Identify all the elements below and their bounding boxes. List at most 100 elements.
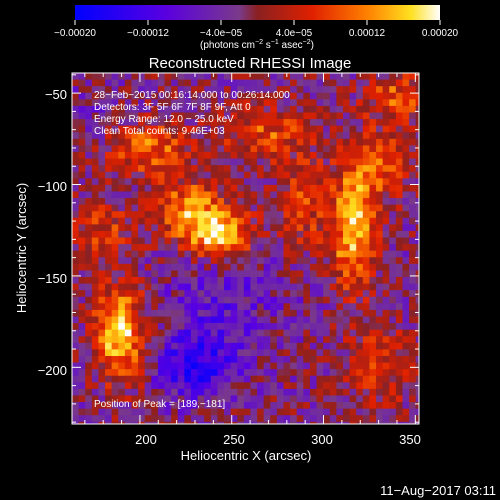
heatmap-cell	[224, 402, 232, 410]
heatmap-cell	[263, 211, 271, 219]
heatmap-cell	[237, 184, 245, 193]
heatmap-cell	[131, 342, 139, 351]
heatmap-cell	[349, 224, 357, 232]
heatmap-cell	[237, 336, 245, 344]
heatmap-cell	[395, 336, 404, 344]
heatmap-cell	[144, 336, 152, 344]
heatmap-cell	[296, 257, 304, 265]
heatmap-cell	[263, 184, 271, 193]
heatmap-cell	[283, 362, 291, 370]
info-line: Clean Total counts: 9.46E+03	[94, 126, 225, 137]
heatmap-cell	[111, 309, 119, 318]
heatmap-cell	[190, 257, 199, 265]
heatmap-cell	[323, 329, 331, 337]
heatmap-cell	[290, 92, 298, 100]
heatmap-cell	[111, 250, 119, 258]
heatmap-cell	[395, 408, 404, 416]
heatmap-cell	[409, 382, 417, 390]
heatmap-cell	[230, 316, 238, 324]
heatmap-cell	[217, 158, 225, 166]
heatmap-cell	[296, 86, 304, 94]
heatmap-cell	[124, 165, 133, 173]
heatmap-cell	[250, 257, 258, 265]
heatmap-cell	[243, 79, 252, 87]
heatmap-cell	[98, 270, 106, 278]
heatmap-cell	[270, 277, 278, 285]
heatmap-cell	[323, 395, 331, 403]
heatmap-cell	[91, 158, 100, 166]
heatmap-cell	[190, 290, 199, 298]
heatmap-cell	[395, 105, 404, 114]
heatmap-cell	[98, 171, 106, 179]
heatmap-cell	[263, 270, 271, 278]
heatmap-cell	[323, 86, 331, 94]
heatmap-cell	[177, 79, 185, 87]
heatmap-cell	[144, 191, 152, 199]
heatmap-cell	[329, 230, 337, 239]
heatmap-cell	[164, 138, 172, 146]
heatmap-cell	[138, 99, 146, 107]
heatmap-cell	[204, 211, 212, 219]
heatmap-cell	[402, 125, 410, 133]
heatmap-cell	[111, 105, 119, 114]
heatmap-cell	[395, 342, 404, 351]
heatmap-cell	[356, 112, 364, 120]
heatmap-cell	[329, 191, 337, 199]
heatmap-cell	[78, 198, 86, 206]
heatmap-cell	[131, 290, 139, 298]
heatmap-cell	[329, 237, 337, 245]
heatmap-cell	[309, 323, 318, 331]
heatmap-cell	[415, 369, 419, 377]
heatmap-cell	[111, 283, 119, 291]
heatmap-cell	[217, 263, 225, 272]
heatmap-cell	[197, 250, 205, 258]
heatmap-cell	[303, 158, 311, 166]
heatmap-cell	[376, 388, 384, 397]
heatmap-cell	[171, 198, 179, 206]
heatmap-cell	[105, 145, 113, 153]
heatmap-cell	[356, 342, 364, 351]
heatmap-cell	[336, 92, 344, 100]
heatmap-cell	[342, 277, 351, 285]
heatmap-cell	[91, 375, 100, 383]
heatmap-cell	[316, 132, 324, 140]
heatmap-cell	[171, 230, 179, 239]
heatmap-cell	[276, 395, 285, 403]
heatmap-cell	[395, 257, 404, 265]
heatmap-cell	[283, 125, 291, 133]
heatmap-cell	[389, 204, 397, 212]
heatmap-cell	[224, 336, 232, 344]
heatmap-cell	[217, 375, 225, 383]
heatmap-cell	[243, 165, 252, 173]
heatmap-cell	[237, 257, 245, 265]
heatmap-cell	[144, 119, 152, 127]
heatmap-cell	[78, 224, 86, 232]
heatmap-cell	[177, 296, 185, 304]
heatmap-cell	[78, 309, 86, 318]
heatmap-cell	[290, 217, 298, 225]
heatmap-cell	[131, 217, 139, 225]
heatmap-cell	[382, 388, 390, 397]
heatmap-cell	[356, 316, 364, 324]
heatmap-cell	[237, 263, 245, 272]
heatmap-cell	[190, 336, 199, 344]
heatmap-cell	[78, 171, 86, 179]
heatmap-cell	[270, 270, 278, 278]
heatmap-cell	[184, 362, 192, 370]
heatmap-cell	[138, 211, 146, 219]
heatmap-cell	[184, 250, 192, 258]
heatmap-cell	[329, 178, 337, 186]
heatmap-cell	[290, 230, 298, 239]
heatmap-cell	[237, 119, 245, 127]
heatmap-cell	[309, 217, 318, 225]
heatmap-cell	[124, 375, 133, 383]
heatmap-cell	[389, 73, 397, 81]
heatmap-cell	[230, 342, 238, 351]
heatmap-cell	[323, 125, 331, 133]
heatmap-cell	[395, 165, 404, 173]
heatmap-cell	[217, 86, 225, 94]
heatmap-cell	[177, 191, 185, 199]
heatmap-cell	[144, 283, 152, 291]
heatmap-cell	[184, 349, 192, 357]
heatmap-cell	[316, 158, 324, 166]
